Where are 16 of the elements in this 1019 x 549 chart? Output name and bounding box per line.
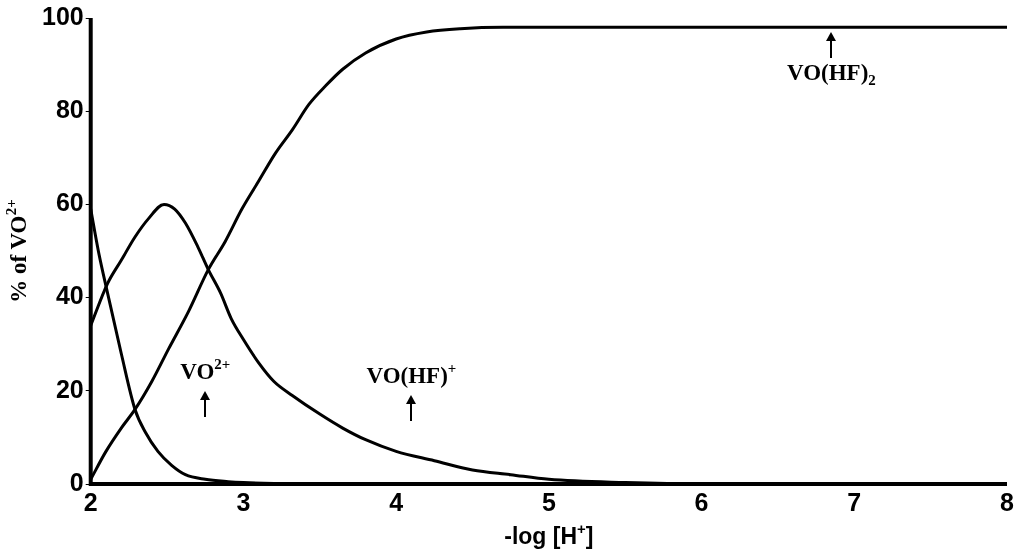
y-tick-label: 60: [55, 188, 84, 217]
x-tick-label: 5: [541, 487, 556, 516]
x-tick-label: 4: [389, 487, 404, 516]
x-tick-label: 3: [236, 487, 251, 516]
x-tick-label: 8: [1000, 487, 1015, 516]
y-tick-label: 100: [41, 1, 84, 30]
y-tick-label: 0: [69, 467, 84, 496]
y-tick-label: 20: [55, 374, 84, 403]
x-tick-label: 7: [847, 487, 862, 516]
x-axis-title: -log [H+]: [504, 520, 594, 549]
y-tick-label: 80: [55, 95, 84, 124]
x-tick-label: 6: [694, 487, 709, 516]
annotation: VO(HF)+: [366, 360, 457, 388]
x-tick-label: 2: [83, 487, 98, 516]
y-tick-label: 40: [55, 281, 84, 310]
y-axis-title: % of VO2+: [3, 199, 31, 303]
